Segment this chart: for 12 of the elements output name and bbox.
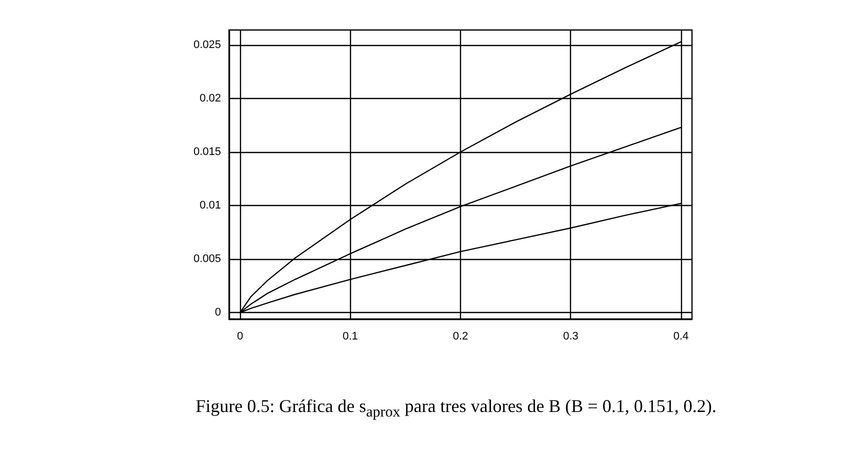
y-tick-label: 0	[214, 306, 221, 319]
y-tick-label: 0.025	[193, 38, 221, 51]
x-tick-label: 0.1	[342, 330, 358, 342]
x-tick-label: 0.4	[673, 330, 689, 342]
y-tick-label: 0.02	[200, 92, 221, 105]
y-tick-label: 0.005	[193, 253, 221, 266]
x-tick-label: 0	[236, 330, 244, 342]
x-tick-label: 0.2	[452, 330, 468, 342]
caption: Figure 0.5: Gráfica de s$_{aprox}$ para tres valores de B (B = 0.1, 0.151, 0.2).	[196, 396, 716, 422]
y-tick-label: 0.015	[193, 146, 221, 158]
x-tick-label: 0.3	[563, 330, 578, 342]
y-tick-label: 0.01	[200, 200, 221, 212]
